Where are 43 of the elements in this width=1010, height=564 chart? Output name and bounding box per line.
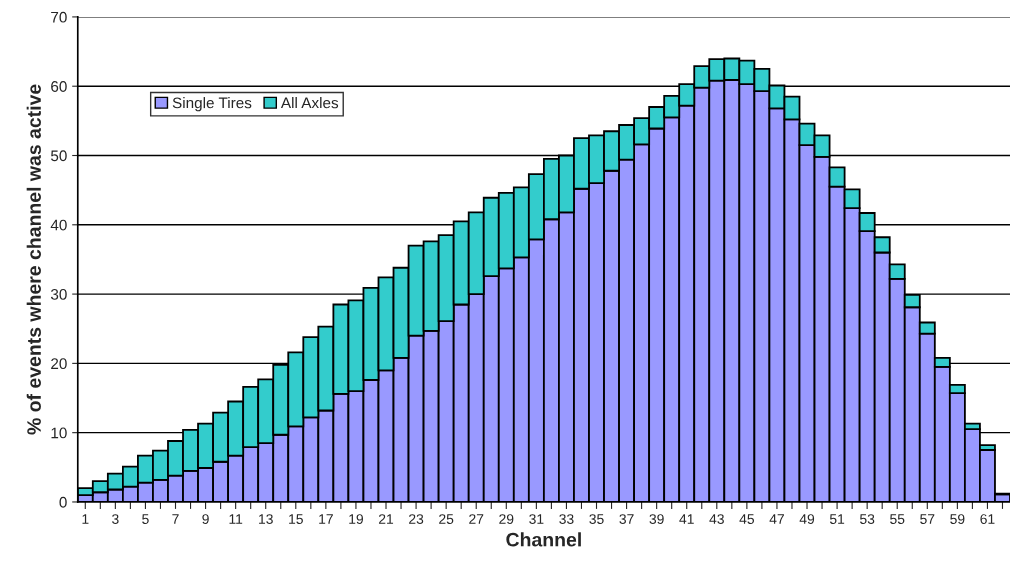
x-tick-label: 3	[112, 514, 119, 524]
x-tick-label: 11	[229, 514, 243, 524]
x-tick-label: 5	[142, 514, 149, 524]
y-axis-title: % of events where channel was active	[26, 84, 41, 435]
y-tick-label: 40	[50, 219, 67, 231]
x-tick-label: 19	[349, 514, 363, 524]
x-tick-label: 47	[769, 514, 784, 524]
x-tick-label: 49	[799, 514, 815, 524]
x-axis-title: Channel	[506, 532, 581, 547]
x-tick-label: 15	[289, 514, 303, 524]
x-tick-label: 29	[499, 514, 514, 524]
x-tick-label: 33	[559, 514, 574, 524]
x-tick-label: 13	[259, 514, 273, 524]
x-tick-label: 31	[529, 514, 544, 524]
y-tick-label: 50	[50, 150, 67, 162]
x-tick-label: 43	[709, 514, 724, 524]
y-tick-label: 20	[51, 358, 67, 370]
x-tick-label: 39	[649, 514, 664, 524]
x-tick-label: 21	[378, 514, 394, 524]
x-tick-label: 17	[319, 514, 333, 524]
x-tick-label: 57	[920, 514, 935, 524]
y-tick-label: 0	[59, 496, 67, 508]
x-tick-label: 27	[469, 514, 484, 524]
x-tick-label: 41	[679, 514, 694, 524]
y-tick-label: 10	[51, 427, 67, 439]
x-tick-label: 53	[859, 514, 875, 524]
x-tick-label: 35	[589, 514, 604, 524]
x-tick-label: 1	[82, 514, 89, 524]
legend-label: Single Tires	[172, 97, 252, 112]
x-tick-label: 23	[409, 514, 424, 524]
y-tick-label: 60	[51, 81, 67, 92]
y-tick-label: 70	[51, 11, 67, 23]
y-tick-label: 30	[50, 288, 67, 300]
legend-label: All Axles	[280, 97, 339, 109]
x-tick-label: 51	[829, 514, 845, 524]
x-tick-label: 55	[890, 514, 905, 524]
x-tick-label: 25	[439, 514, 454, 524]
x-tick-label: 37	[619, 514, 634, 524]
x-tick-label: 61	[980, 514, 995, 524]
x-tick-label: 59	[950, 514, 965, 524]
x-tick-label: 7	[172, 514, 179, 524]
x-tick-label: 9	[202, 514, 209, 524]
x-tick-label: 45	[739, 514, 755, 524]
